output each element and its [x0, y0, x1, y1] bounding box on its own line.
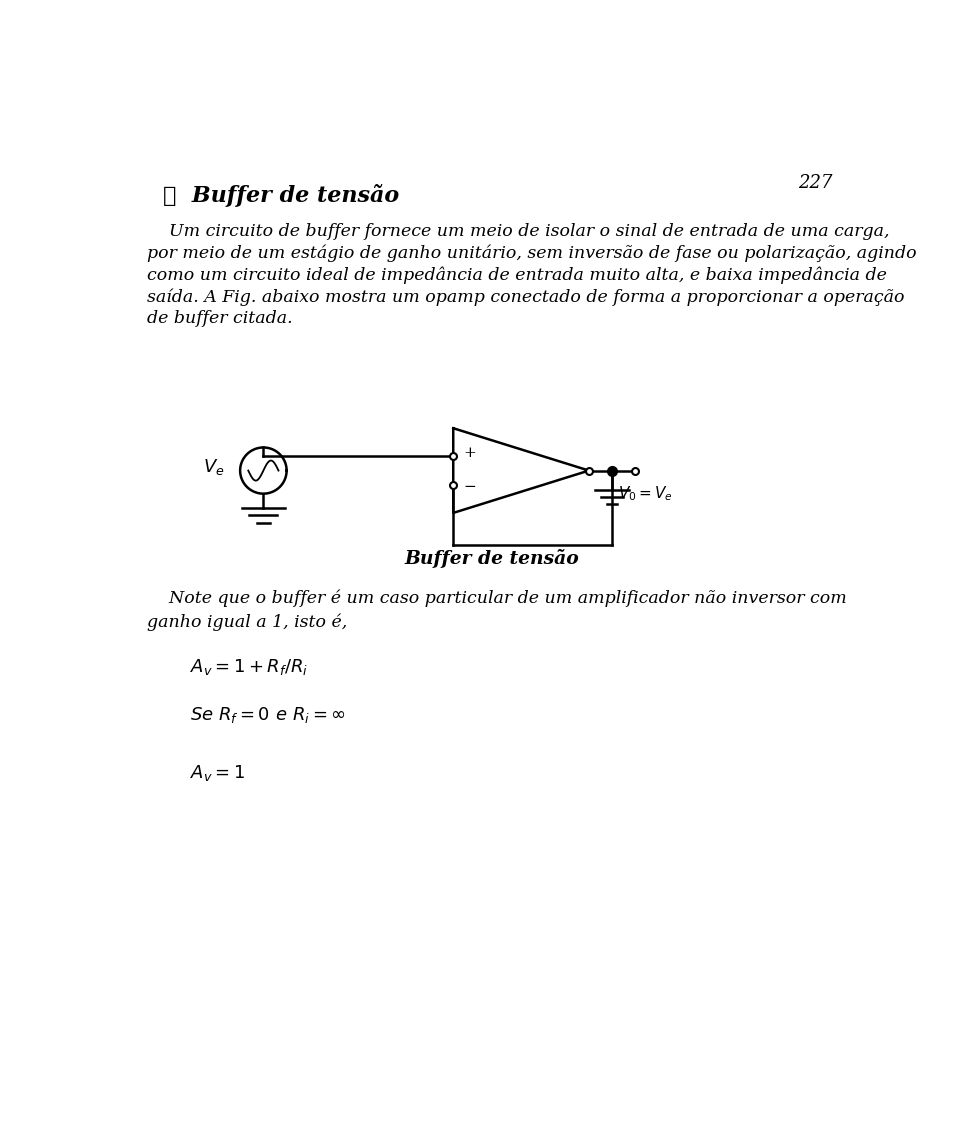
Text: $Se\ R_f = 0\ e\ R_i =\infty$: $Se\ R_f = 0\ e\ R_i =\infty$	[190, 705, 346, 726]
Text: 227: 227	[799, 174, 833, 192]
Text: −: −	[464, 480, 476, 494]
Text: ✓  Buffer de tensão: ✓ Buffer de tensão	[162, 184, 398, 207]
Text: como um circuito ideal de impedância de entrada muito alta, e baixa impedância d: como um circuito ideal de impedância de …	[147, 266, 887, 283]
Text: $A_v = 1+ R_f/R_i$: $A_v = 1+ R_f/R_i$	[190, 657, 308, 677]
Text: $V_0 = V_e$: $V_0 = V_e$	[618, 485, 673, 503]
Text: ganho igual a 1, isto é,: ganho igual a 1, isto é,	[147, 614, 348, 631]
Text: Note que o buffer é um caso particular de um amplificador não inversor com: Note que o buffer é um caso particular d…	[147, 590, 847, 607]
Text: +: +	[464, 447, 476, 461]
Text: de buffer citada.: de buffer citada.	[147, 311, 293, 327]
Text: saída. A Fig. abaixo mostra um opamp conectado de forma a proporcionar a operaçã: saída. A Fig. abaixo mostra um opamp con…	[147, 288, 904, 306]
Text: por meio de um estágio de ganho unitário, sem inversão de fase ou polarização, a: por meio de um estágio de ganho unitário…	[147, 245, 917, 262]
Text: $V_e$: $V_e$	[204, 457, 225, 477]
Text: Buffer de tensão: Buffer de tensão	[404, 549, 580, 568]
Text: Um circuito de buffer fornece um meio de isolar o sinal de entrada de uma carga,: Um circuito de buffer fornece um meio de…	[147, 223, 890, 240]
Text: $A_v = 1$: $A_v = 1$	[190, 764, 245, 783]
